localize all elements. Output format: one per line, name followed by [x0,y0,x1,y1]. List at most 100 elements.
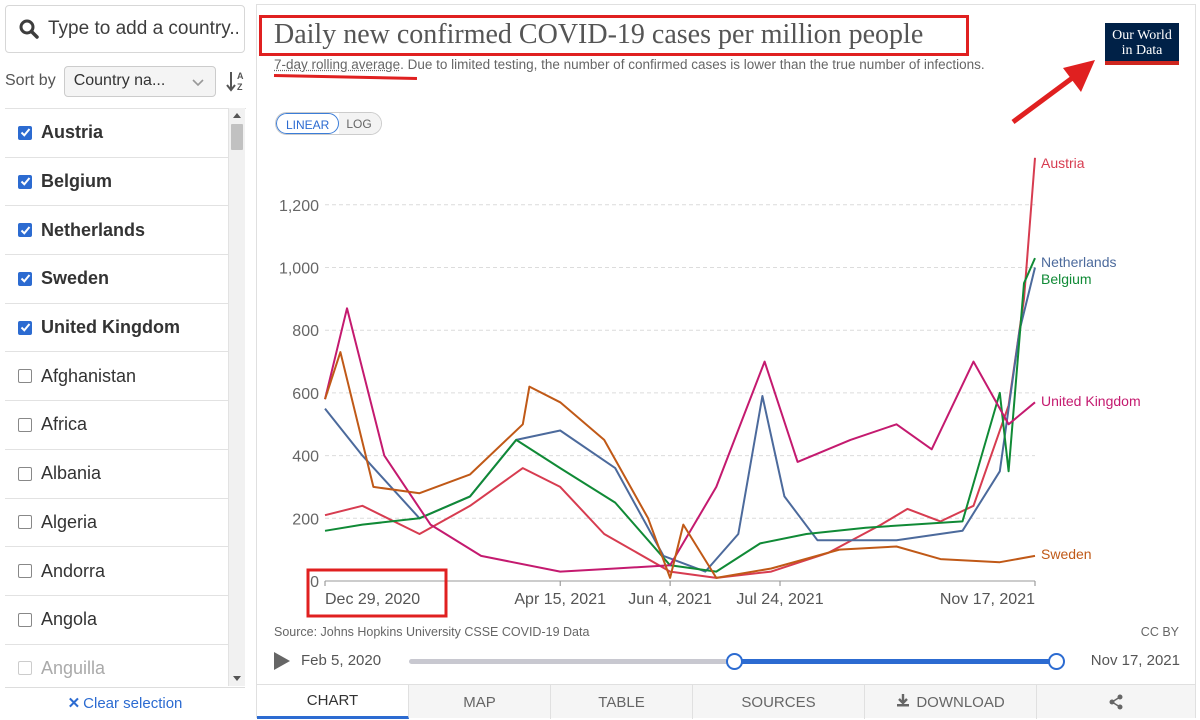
country-checkbox[interactable] [18,271,32,286]
country-item[interactable]: Netherlands [5,206,229,256]
country-name: Algeria [41,511,98,532]
title-highlight-box [259,15,969,56]
country-name: Andorra [41,560,106,581]
country-list: Austria Belgium Netherlands Sweden United Ki… [5,108,246,686]
country-name: Netherlands [41,219,146,240]
x-tick-label: Apr 15, 2021 [514,591,606,608]
series-label: Sweden [1041,546,1092,562]
sort-label: Sort by [5,72,56,89]
tab-map[interactable]: MAP [409,685,551,719]
country-checkbox[interactable] [18,369,32,384]
timeline-end-handle[interactable] [1048,653,1065,670]
country-checkbox[interactable] [18,564,32,579]
country-item[interactable]: Algeria [5,498,229,548]
x-tick-label: Nov 17, 2021 [940,591,1035,608]
country-checkbox[interactable] [18,174,32,189]
close-icon: ✕ [67,695,81,712]
country-name: Africa [41,414,88,435]
country-name: Angola [41,609,98,630]
timeline-start-handle[interactable] [726,653,743,670]
play-icon[interactable] [274,652,290,670]
country-checkbox[interactable] [18,320,32,335]
search-icon [18,18,40,40]
tab-label: MAP [463,693,496,711]
tab-label: SOURCES [741,693,816,711]
tab-label: CHART [306,692,359,709]
timeline-selected-range [735,659,1057,664]
country-item[interactable]: Anguilla [5,644,229,686]
tab-label: TABLE [598,693,645,711]
country-item[interactable]: Albania [5,449,229,499]
svg-text:Z: Z [237,82,243,92]
logo-line-1: Our World [1112,28,1172,43]
owid-logo[interactable]: Our World in Data [1105,23,1179,65]
country-item[interactable]: United Kingdom [5,303,229,353]
series-label: Austria [1041,155,1085,171]
country-item[interactable]: Belgium [5,157,229,207]
share-button[interactable] [1037,685,1195,719]
tab-sources[interactable]: SOURCES [693,685,865,719]
tab-chart[interactable]: CHART [257,685,409,719]
series-label: United Kingdom [1041,393,1141,409]
line-chart: 0 200 400 600 800 1,000 1,200 Dec 29, 2020 Apr 1… [279,155,1141,618]
clear-selection-label: Clear selection [83,694,183,712]
chart-panel: Daily new confirmed COVID-19 cases per m… [256,4,1196,719]
series-line-belgium [324,257,1036,573]
license-note[interactable]: CC BY [1140,625,1179,639]
series-label: Belgium [1041,271,1092,287]
sort-select[interactable]: Country na... [63,65,216,97]
country-name: Albania [41,463,102,484]
country-sidebar: Sort by Country na... A Z Austria Belgium… [0,0,250,720]
country-search-box[interactable] [5,5,245,53]
subtitle-annotation-underline [273,74,418,80]
y-tick-label: 200 [292,511,319,528]
country-checkbox[interactable] [18,417,32,432]
scrollbar-thumb[interactable] [231,124,243,150]
country-checkbox[interactable] [18,661,32,676]
sort-row: Sort by Country na... A Z [5,64,250,98]
y-tick-label: 1,200 [279,198,319,215]
country-checkbox[interactable] [18,223,32,238]
series-line-austria [324,157,1036,579]
country-checkbox[interactable] [18,125,32,140]
country-name: United Kingdom [41,317,180,338]
y-tick-label: 800 [292,323,319,340]
tab-table[interactable]: TABLE [551,685,693,719]
country-item[interactable]: Angola [5,595,229,645]
x-tick-label: Jul 24, 2021 [736,591,823,608]
series-line-united-kingdom [324,307,1036,573]
timeline: Feb 5, 2020 Nov 17, 2021 [274,649,1184,677]
timeline-start-label: Feb 5, 2020 [301,652,382,669]
x-tick-label: Jun 4, 2021 [628,591,712,608]
chart-tabs: CHART MAP TABLE SOURCES DOWNLOAD [257,684,1195,719]
country-checkbox[interactable] [18,466,32,481]
svg-text:A: A [237,71,244,81]
clear-selection-button[interactable]: ✕ Clear selection [5,687,245,718]
sort-select-value: Country na... [73,72,166,89]
log-scale-button[interactable]: LOG [339,113,381,134]
country-item[interactable]: Afghanistan [5,352,229,402]
share-icon [1109,694,1123,710]
country-name: Belgium [41,171,113,192]
country-checkbox[interactable] [18,612,32,627]
y-tick-label: 600 [292,386,319,403]
x-tick-label: Dec 29, 2020 [325,591,420,608]
timeline-track[interactable] [409,653,1065,670]
country-search-input[interactable] [48,18,238,40]
country-item[interactable]: Sweden [5,255,229,304]
country-checkbox[interactable] [18,515,32,530]
country-item[interactable]: Austria [5,109,229,158]
country-item[interactable]: Africa [5,401,229,450]
tab-label: DOWNLOAD [916,693,1005,711]
tab-download[interactable]: DOWNLOAD [865,685,1037,719]
linear-scale-button[interactable]: LINEAR [276,113,340,134]
start-date-highlight-box [306,568,448,618]
y-tick-label: 0 [310,574,319,591]
sort-order-icon[interactable]: A Z [225,69,248,93]
y-tick-label: 1,000 [279,261,319,278]
country-list-scrollbar[interactable] [229,108,245,686]
country-name: Sweden [41,268,110,289]
source-note: Source: Johns Hopkins University CSSE CO… [274,625,590,639]
country-name: Austria [41,122,104,143]
country-item[interactable]: Andorra [5,547,229,596]
